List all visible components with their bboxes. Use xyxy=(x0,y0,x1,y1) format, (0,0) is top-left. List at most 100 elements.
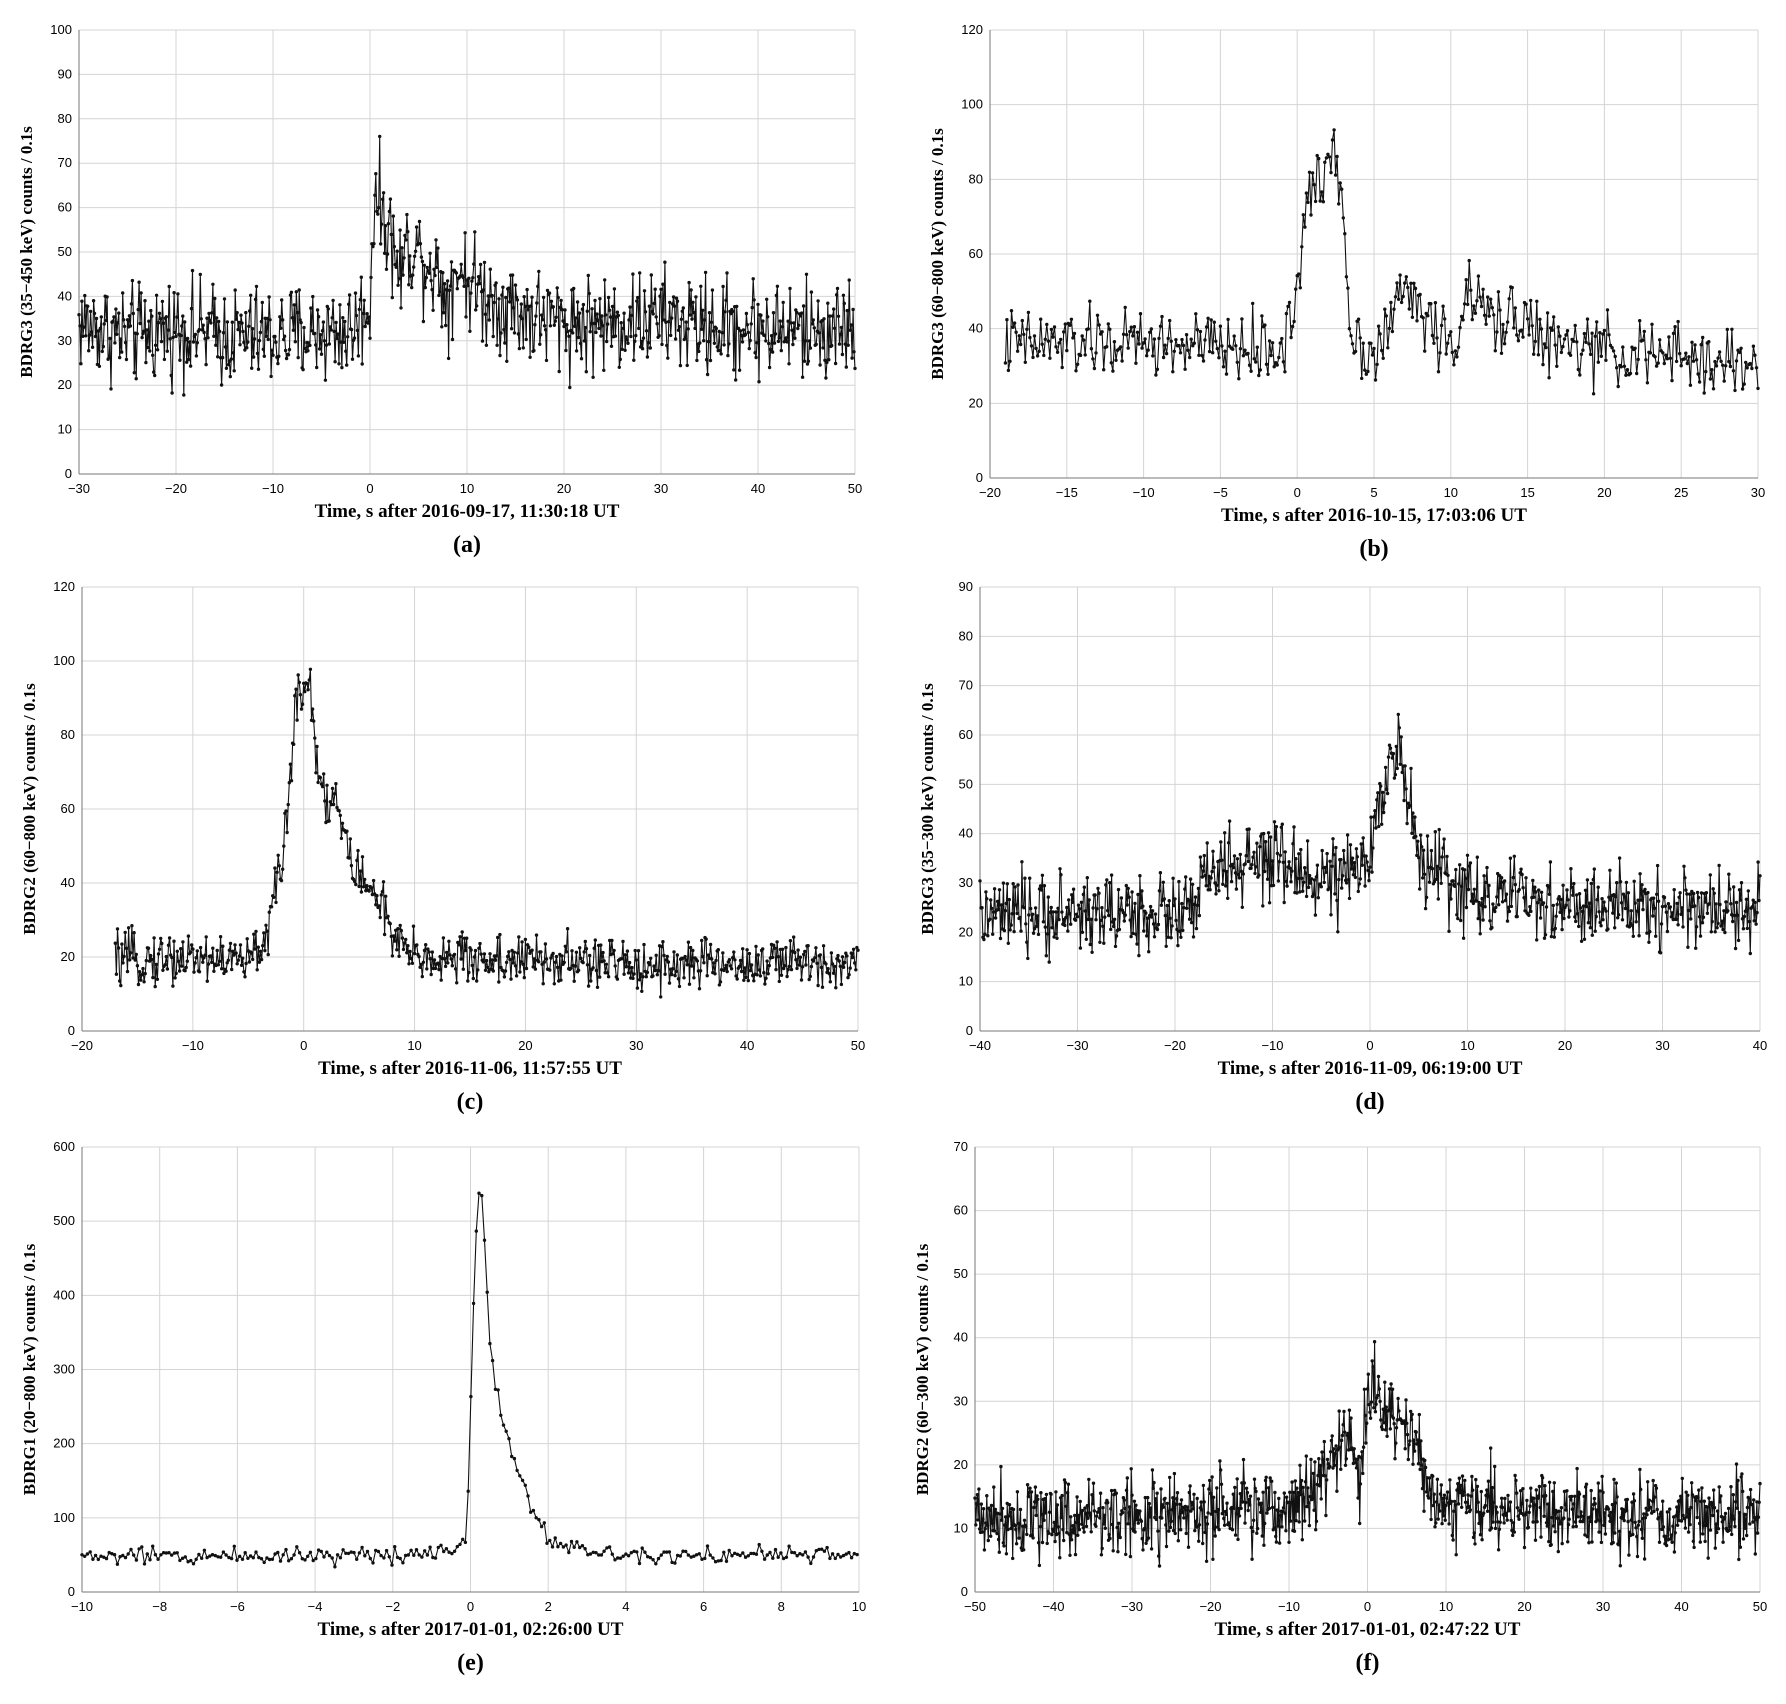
data-point xyxy=(792,1551,797,1555)
y-tick-label: 80 xyxy=(969,171,983,186)
data-point xyxy=(172,939,176,943)
data-point xyxy=(1297,852,1301,856)
panel-label: (a) xyxy=(453,532,481,558)
data-point xyxy=(1083,909,1088,913)
data-point xyxy=(1285,884,1289,888)
data-point xyxy=(1471,901,1476,906)
data-point xyxy=(1717,350,1722,354)
data-point xyxy=(263,948,267,953)
data-point xyxy=(1548,860,1553,864)
data-point xyxy=(1467,864,1472,868)
data-point xyxy=(768,347,773,352)
data-point xyxy=(1711,1513,1715,1518)
data-point xyxy=(124,946,128,950)
data-point xyxy=(550,1545,555,1549)
data-point xyxy=(1433,1525,1437,1529)
data-point xyxy=(1505,919,1510,923)
data-point xyxy=(1603,1532,1608,1536)
data-point xyxy=(759,313,763,317)
data-point xyxy=(1665,1510,1670,1514)
data-point xyxy=(1219,1468,1223,1472)
data-point xyxy=(102,322,106,326)
data-point xyxy=(123,340,128,345)
data-point xyxy=(1259,1501,1264,1506)
data-point xyxy=(1101,1506,1105,1510)
data-point xyxy=(121,291,125,295)
data-point xyxy=(1587,1541,1591,1545)
data-point xyxy=(705,1544,710,1548)
data-point xyxy=(1172,903,1176,908)
data-point xyxy=(1200,1508,1204,1512)
data-point xyxy=(1108,327,1112,331)
data-point xyxy=(1112,917,1117,921)
data-point xyxy=(390,1563,394,1567)
data-point xyxy=(333,1565,337,1569)
data-point xyxy=(1753,900,1757,905)
data-point xyxy=(211,282,215,286)
data-point xyxy=(787,1544,791,1548)
data-point xyxy=(1179,1498,1184,1502)
data-point xyxy=(802,359,807,363)
data-point xyxy=(1611,349,1616,353)
series-points xyxy=(978,712,1762,964)
data-point xyxy=(748,968,753,973)
data-point xyxy=(406,1553,410,1557)
data-point xyxy=(1397,1409,1401,1413)
data-point xyxy=(652,301,656,306)
data-point xyxy=(1212,1527,1217,1531)
data-point xyxy=(816,299,820,303)
data-point xyxy=(287,347,292,352)
data-point xyxy=(764,339,768,343)
data-point xyxy=(302,325,306,330)
data-point xyxy=(1606,927,1610,931)
data-point xyxy=(1473,311,1478,315)
data-point xyxy=(480,339,485,343)
data-point xyxy=(1107,913,1111,918)
data-point xyxy=(113,941,118,945)
data-point xyxy=(86,304,90,308)
data-point xyxy=(229,1556,234,1561)
data-point xyxy=(229,357,233,361)
data-point xyxy=(1012,321,1017,325)
data-point xyxy=(646,1555,650,1559)
data-point xyxy=(1105,345,1109,349)
data-point xyxy=(1335,154,1339,159)
data-point xyxy=(532,957,536,961)
data-point xyxy=(613,964,617,968)
data-point xyxy=(1341,874,1345,878)
data-point xyxy=(1155,1491,1159,1495)
data-point xyxy=(495,343,499,347)
data-point xyxy=(1251,301,1255,306)
data-point xyxy=(1741,927,1746,931)
data-point xyxy=(833,361,838,366)
data-point xyxy=(1130,890,1134,894)
data-point xyxy=(1175,1491,1180,1495)
data-point xyxy=(1525,317,1530,321)
data-point xyxy=(1161,880,1166,884)
data-point xyxy=(818,363,822,367)
data-point xyxy=(1049,905,1053,910)
data-point xyxy=(743,332,748,337)
data-point xyxy=(1557,895,1561,899)
data-point xyxy=(683,954,687,959)
data-point xyxy=(547,291,552,295)
data-point xyxy=(1280,1525,1284,1529)
data-point xyxy=(773,946,777,950)
data-point xyxy=(1653,1483,1658,1488)
data-point xyxy=(591,1550,595,1555)
data-point xyxy=(1251,855,1255,859)
data-point xyxy=(152,936,156,940)
data-point xyxy=(90,345,95,349)
data-point xyxy=(454,271,458,275)
data-point xyxy=(654,953,658,957)
data-point xyxy=(1685,361,1690,366)
data-point xyxy=(798,955,803,959)
series-points xyxy=(113,667,860,999)
x-tick-label: −4 xyxy=(308,1599,323,1614)
data-point xyxy=(1175,1497,1179,1501)
data-point xyxy=(1265,1511,1269,1515)
data-point xyxy=(1730,913,1734,917)
y-axis-label: BDRG3 (35−300 keV) counts / 0.1s xyxy=(918,683,937,935)
data-point xyxy=(527,945,531,949)
data-point xyxy=(659,1553,663,1557)
